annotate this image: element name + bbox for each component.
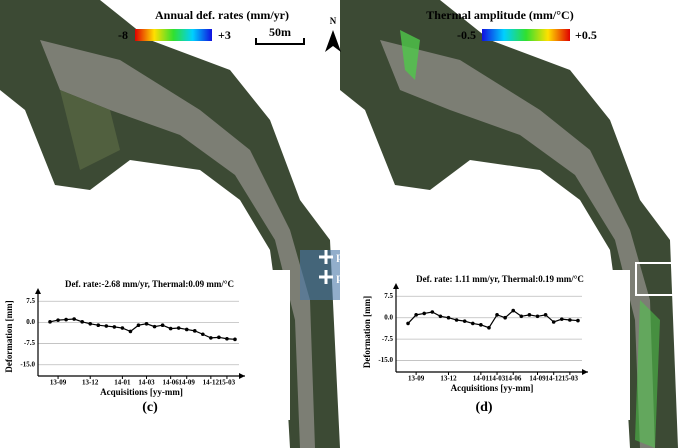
x-tick-label: 14-12 [546,375,563,383]
y-tick-label: -15.0 [378,356,393,364]
data-point [96,323,100,327]
data-point [414,313,418,317]
figure: Annual def. rates (mm/yr) -8 +3 50m N Th… [0,0,678,448]
data-point [88,322,92,326]
data-point [439,314,443,318]
point-label: p1 [336,251,348,263]
x-tick-label: 14-09 [529,375,546,383]
y-tick-label: -15.0 [20,360,35,368]
x-axis-label: Acquisitions [yy-mm] [451,383,534,393]
legend-title: Annual def. rates (mm/yr) [155,8,289,22]
data-point [153,325,157,329]
north-arrow [325,30,341,52]
data-point [536,314,540,318]
panel-label: (d) [475,400,492,415]
y-axis-label: Deformation [mm] [4,300,14,372]
data-point [528,313,532,317]
x-tick-label: 15-03 [219,379,236,387]
data-point [431,310,435,314]
data-point [576,319,580,323]
data-point [479,323,483,327]
data-point [56,318,60,322]
x-tick-label: 14-01 [473,375,490,383]
data-point [217,336,221,340]
chart-title: Def. rate: 1.11 mm/yr, Thermal:0.19 mm/°… [416,274,584,284]
data-point [105,324,109,328]
colorbar [482,29,570,41]
x-tick-label: 14-12 [203,379,220,387]
data-point [406,322,410,326]
x-tick-label: 14-06 [505,375,522,383]
data-point [511,309,515,313]
panel-label: (b) [343,152,360,167]
legend-min: -0.5 [457,28,476,42]
x-tick-label: 14-01 [114,379,131,387]
scale-bar [256,38,304,44]
scale-bar-label: 50m [269,25,291,39]
data-point [560,317,564,321]
data-point [161,323,165,327]
colorbar [135,29,212,41]
x-tick-label: 15-03 [562,375,579,383]
data-point [487,326,491,330]
data-point [80,320,84,324]
legend-title: Thermal amplitude (mm/°C) [426,8,573,22]
data-point [201,332,205,336]
data-point [471,322,475,326]
y-tick-label: 0.0 [26,318,35,326]
data-point [520,314,524,318]
data-point [177,326,181,330]
data-point [447,316,451,320]
data-point [225,337,229,341]
data-point [568,318,572,322]
data-point [129,330,133,334]
data-point [72,317,76,321]
x-tick-label: 14-06 [162,379,179,387]
legend-min: -8 [118,28,128,42]
legend-max: +3 [218,28,231,42]
data-point [48,320,52,324]
data-point [463,319,467,323]
x-axis-label: Acquisitions [yy-mm] [100,387,183,397]
y-tick-label: -7.5 [382,335,394,343]
data-point [193,329,197,333]
data-point [64,318,68,322]
data-point [121,326,125,330]
y-tick-label: 0.0 [384,313,393,321]
data-point [544,313,548,317]
north-label: N [330,16,337,26]
legend-max: +0.5 [575,28,597,42]
x-tick-label: 13-12 [82,379,99,387]
x-tick-label: 13-12 [440,375,457,383]
data-point [503,316,507,320]
y-tick-label: 7.5 [26,297,35,305]
y-axis-label: Deformation [mm] [362,296,372,368]
x-tick-label: 14-03 [138,379,155,387]
chart-title: Def. rate:-2.68 mm/yr, Thermal:0.09 mm/°… [65,279,234,289]
x-tick-label: 13-09 [408,375,425,383]
data-point [552,320,556,324]
data-point [169,327,173,331]
data-point [145,322,149,326]
data-point [137,323,141,327]
inset-background [0,270,290,420]
panel-label: (a) [4,152,21,167]
data-point [185,328,189,332]
panel-label: (c) [142,400,158,415]
y-tick-label: -7.5 [24,339,36,347]
x-tick-label: 14-03 [489,375,506,383]
y-tick-label: 7.5 [384,292,393,300]
x-tick-label: 13-09 [50,379,67,387]
x-tick-label: 14-09 [179,379,196,387]
data-point [422,312,426,316]
data-point [495,313,499,317]
data-point [455,318,459,322]
data-point [113,325,117,329]
data-point [233,338,237,342]
data-point [209,336,213,340]
